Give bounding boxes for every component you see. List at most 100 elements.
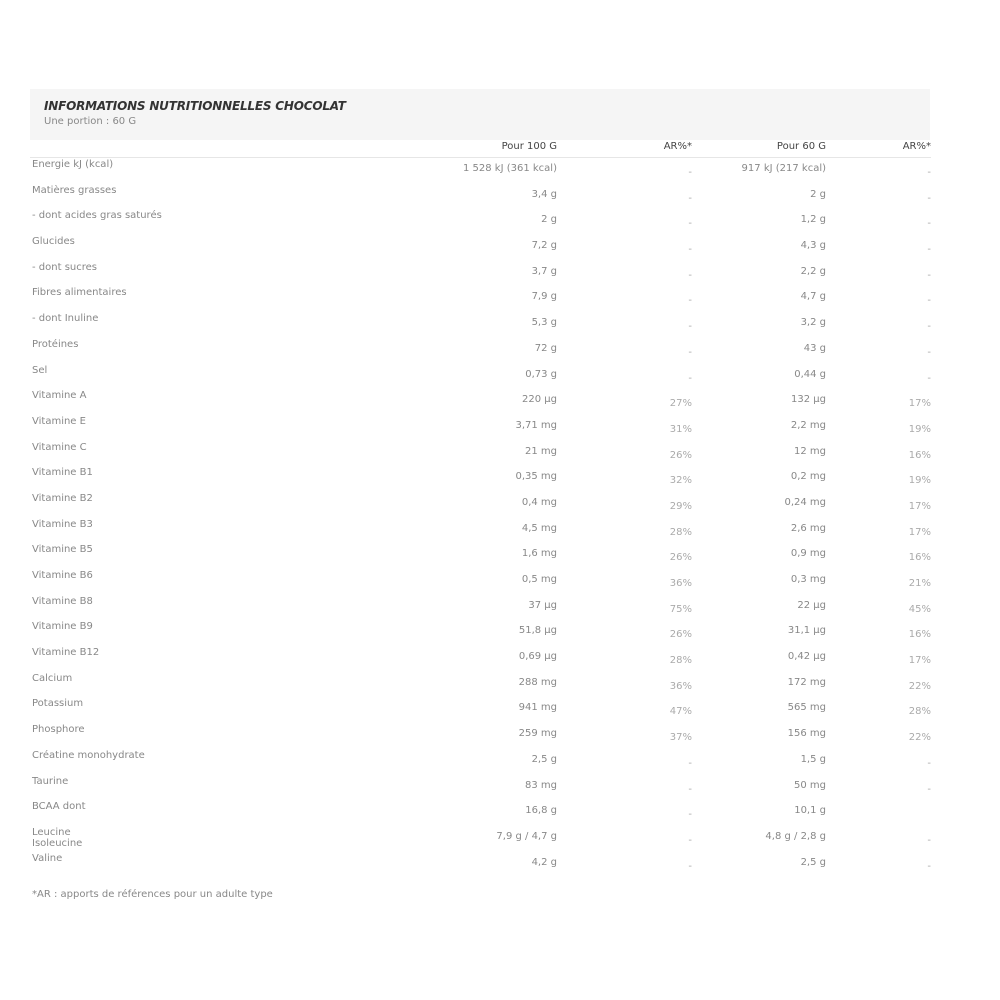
table-row: Vitamine B2 0,4 mg 29% 0,24 mg 17%	[30, 491, 931, 517]
value-per-60g: 1,5 g	[800, 753, 826, 765]
ar-per-100g: 26%	[669, 629, 692, 641]
col-ar-100g: AR%*	[663, 141, 692, 152]
value-per-100g: 7,9 g	[531, 291, 557, 303]
value-per-100g: 259 mg	[518, 728, 557, 740]
ar-per-60g: -	[927, 244, 931, 256]
ar-per-100g: 36%	[669, 680, 692, 692]
value-per-60g: 917 kJ (217 kcal)	[741, 163, 826, 174]
ar-per-60g: -	[927, 295, 931, 307]
value-per-60g: 0,44 g	[794, 368, 826, 380]
ar-per-100g: -	[688, 809, 692, 821]
value-per-100g: 2,5 g	[531, 753, 557, 765]
nutrient-label: Vitamine B12	[32, 647, 100, 659]
table-row: Potassium 941 mg 47% 565 mg 28%	[30, 696, 931, 722]
table-row: - dont sucres 3,7 g - 2,2 g -	[30, 260, 931, 286]
value-per-60g: 1,2 g	[800, 214, 826, 226]
ar-per-100g: 26%	[669, 552, 692, 564]
ar-per-60g: 19%	[908, 423, 931, 435]
value-per-60g: 4,7 g	[800, 291, 826, 303]
value-per-100g: 7,9 g / 4,7 g	[496, 830, 557, 842]
table-row: Protéines 72 g - 43 g -	[30, 337, 931, 363]
ar-per-60g: -	[927, 321, 931, 333]
value-per-100g: 220 µg	[522, 394, 557, 406]
value-per-60g: 43 g	[803, 342, 826, 354]
table-row: Vitamine C 21 mg 26% 12 mg 16%	[30, 440, 931, 466]
value-per-100g: 5,3 g	[531, 317, 557, 329]
nutrient-label: Valine	[32, 852, 63, 864]
value-per-60g: 172 mg	[787, 676, 826, 688]
table-row: Vitamine B6 0,5 mg 36% 0,3 mg 21%	[30, 568, 931, 594]
value-per-100g: 0,73 g	[525, 368, 557, 380]
value-per-60g: 2,2 mg	[790, 419, 826, 431]
value-per-60g: 156 mg	[787, 728, 826, 740]
value-per-100g: 3,7 g	[531, 265, 557, 277]
table-row: Vitamine A 220 µg 27% 132 µg 17%	[30, 388, 931, 414]
ar-per-60g: 19%	[908, 475, 931, 487]
nutrient-label: Vitamine B8	[32, 595, 93, 607]
ar-per-60g: -	[927, 192, 931, 204]
col-per-60g: Pour 60 G	[776, 141, 826, 152]
value-per-100g: 4,2 g	[531, 856, 557, 868]
ar-per-100g: -	[688, 192, 692, 204]
ar-per-100g: 75%	[669, 603, 692, 615]
nutrient-label: BCAA dont	[32, 801, 86, 813]
table-row: BCAA dont 16,8 g - 10,1 g	[30, 799, 931, 825]
ar-per-100g: 36%	[669, 578, 692, 589]
value-per-60g: 22 µg	[797, 599, 826, 611]
nutrition-table: Energie kJ (kcal) 1 528 kJ (361 kcal) - 917…	[30, 157, 931, 876]
nutrient-label: Vitamine B9	[32, 621, 93, 633]
ar-per-100g: -	[688, 295, 692, 307]
value-per-60g: 0,3 mg	[790, 574, 826, 585]
nutrient-label: - dont Inuline	[32, 313, 99, 325]
nutrient-label: Vitamine B2	[32, 492, 93, 504]
ar-per-60g: 16%	[908, 629, 931, 641]
ar-per-60g: 21%	[908, 578, 931, 589]
column-headers: Pour 100 G AR%* Pour 60 G AR%*	[30, 141, 931, 158]
table-row: Vitamine B8 37 µg 75% 22 µg 45%	[30, 594, 931, 620]
ar-per-100g: 47%	[669, 706, 692, 718]
value-per-100g: 16,8 g	[525, 805, 557, 817]
table-header-band: INFORMATIONS NUTRITIONNELLES CHOCOLAT Un…	[30, 89, 930, 140]
table-row: Taurine 83 mg - 50 mg -	[30, 774, 931, 800]
ar-per-100g: 27%	[669, 398, 692, 410]
nutrient-label: Calcium	[32, 672, 73, 684]
ar-per-60g: -	[927, 757, 931, 769]
ar-per-60g: 16%	[908, 552, 931, 564]
value-per-60g: 4,8 g / 2,8 g	[765, 830, 826, 842]
value-per-60g: 31,1 µg	[787, 625, 826, 637]
value-per-60g: 0,9 mg	[790, 548, 826, 560]
ar-per-60g: -	[927, 783, 931, 795]
table-row: - dont Inuline 5,3 g - 3,2 g -	[30, 311, 931, 337]
nutrient-label: Vitamine B1	[32, 467, 93, 479]
nutrient-label: Vitamine C	[32, 441, 87, 453]
ar-per-100g: 32%	[669, 475, 692, 487]
ar-per-60g: 17%	[908, 398, 931, 410]
ar-per-60g: 17%	[908, 655, 931, 667]
value-per-100g: 21 mg	[525, 445, 557, 457]
table-row: - dont acides gras saturés 2 g - 1,2 g -	[30, 208, 931, 234]
value-per-60g: 10,1 g	[794, 805, 826, 817]
value-per-60g: 0,2 mg	[790, 471, 826, 483]
ar-per-60g: 28%	[908, 706, 931, 718]
value-per-100g: 0,35 mg	[515, 471, 557, 483]
value-per-60g: 50 mg	[794, 779, 826, 791]
ar-per-100g: -	[688, 860, 692, 872]
ar-per-100g: -	[688, 218, 692, 230]
ar-per-60g: -	[927, 860, 931, 872]
ar-per-100g: 26%	[669, 449, 692, 461]
ar-per-60g: -	[927, 167, 931, 178]
col-ar-60g: AR%*	[902, 141, 931, 152]
table-row: Vitamine E 3,71 mg 31% 2,2 mg 19%	[30, 414, 931, 440]
nutrient-label: Fibres alimentaires	[32, 287, 127, 299]
value-per-100g: 7,2 g	[531, 240, 557, 252]
value-per-60g: 2,5 g	[800, 856, 826, 868]
value-per-60g: 12 mg	[794, 445, 826, 457]
ar-per-60g: -	[927, 218, 931, 230]
value-per-100g: 3,71 mg	[515, 419, 557, 431]
value-per-100g: 1 528 kJ (361 kcal)	[463, 163, 557, 174]
nutrient-label: Leucine Isoleucine	[32, 826, 83, 849]
value-per-100g: 0,4 mg	[521, 496, 557, 508]
ar-per-100g: -	[688, 783, 692, 795]
nutrient-label: Vitamine E	[32, 415, 86, 427]
value-per-100g: 0,5 mg	[521, 574, 557, 585]
